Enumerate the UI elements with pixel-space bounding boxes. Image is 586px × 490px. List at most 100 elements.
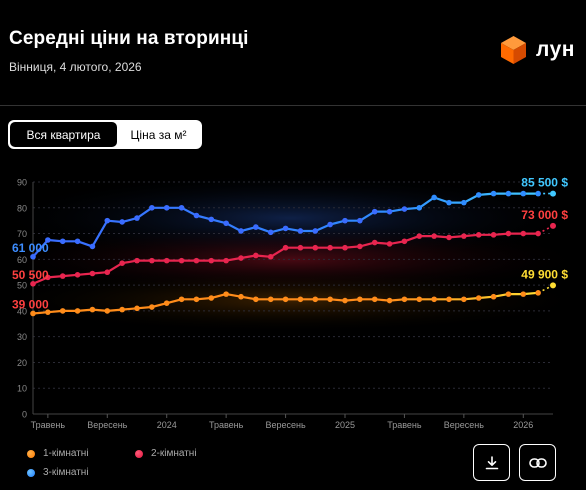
data-point (550, 190, 556, 197)
data-point (446, 296, 452, 303)
data-point (45, 237, 51, 243)
legend-label-1-room: 1-кімнатні (43, 448, 89, 459)
download-button[interactable] (473, 444, 510, 481)
data-point (490, 190, 497, 197)
data-point (119, 306, 125, 313)
data-point (327, 244, 333, 251)
start-value-label-3-room: 61 000 (12, 241, 49, 255)
tab-price-per-sqm[interactable]: Ціна за м² (117, 122, 200, 147)
data-point (30, 310, 36, 317)
logo-cube-icon (501, 36, 526, 64)
tab-whole-apartment[interactable]: Вся квартира (10, 122, 117, 147)
glow-1-room (0, 268, 586, 333)
data-point (520, 190, 527, 197)
data-point (416, 296, 423, 303)
data-point (134, 215, 140, 221)
data-point (386, 297, 393, 304)
y-tick-label: 80 (17, 203, 27, 213)
data-point (312, 228, 319, 234)
y-tick-label: 40 (17, 306, 27, 316)
data-point (282, 296, 289, 303)
data-point (163, 300, 170, 306)
y-tick-label: 10 (17, 384, 27, 394)
data-point (30, 253, 36, 260)
data-point (149, 257, 155, 264)
data-point (535, 290, 541, 296)
legend-item-3-room[interactable]: 3-кімнатні (27, 467, 89, 478)
data-point (550, 222, 556, 229)
data-point (535, 190, 541, 197)
data-point (74, 238, 81, 245)
data-point (45, 274, 51, 281)
data-point (297, 296, 304, 303)
data-point (267, 229, 274, 236)
legend-item-1-room[interactable]: 1-кімнатні (27, 448, 89, 459)
data-point (505, 291, 512, 297)
data-point (297, 244, 304, 251)
data-point (446, 234, 452, 241)
data-point (253, 296, 259, 303)
data-point (490, 293, 497, 300)
data-point (520, 291, 527, 297)
data-point (208, 257, 215, 264)
data-point (134, 257, 140, 264)
data-point (178, 296, 185, 303)
data-point (119, 219, 125, 225)
data-point (416, 233, 423, 239)
x-tick-label: Травень (31, 420, 66, 430)
data-point (238, 293, 244, 300)
logo-text: лун (536, 38, 575, 61)
data-point (431, 233, 437, 239)
data-point (149, 204, 155, 211)
data-point (327, 296, 333, 303)
logo[interactable]: лун (500, 34, 575, 66)
data-point (149, 304, 155, 310)
copy-link-button[interactable] (519, 444, 556, 481)
data-point (178, 204, 185, 211)
data-point (238, 228, 244, 234)
data-point (45, 309, 51, 315)
data-point (475, 232, 482, 238)
data-point (208, 295, 215, 301)
data-point (30, 281, 36, 287)
data-point (89, 306, 96, 313)
data-point (401, 206, 408, 212)
data-point (446, 199, 452, 206)
start-value-label-1-room: 39 000 (12, 297, 49, 311)
data-point (253, 252, 259, 259)
data-point (74, 272, 81, 278)
data-point (104, 269, 111, 276)
data-point (59, 308, 66, 314)
data-point (386, 241, 393, 247)
data-point (550, 282, 556, 289)
link-icon (528, 457, 547, 468)
data-point (371, 296, 378, 303)
view-toggle: Вся квартира Ціна за м² (8, 120, 202, 149)
data-point (342, 217, 348, 224)
page-title: Середні ціни на вторинці (9, 28, 249, 49)
price-line-chart: 0 10 20 30 40 50 60 70 80 90 Травень Вересень 2024 Т… (0, 173, 586, 430)
x-tick-label: 2024 (157, 420, 177, 430)
data-point (535, 230, 541, 237)
data-point (104, 217, 111, 224)
data-point (267, 296, 274, 303)
data-point (253, 224, 259, 230)
x-tick-label: Травень (209, 420, 244, 430)
data-point (431, 296, 437, 303)
data-point (297, 228, 304, 234)
end-value-label-2-room: 73 000 $ (521, 208, 568, 222)
end-value-label-3-room: 85 500 $ (521, 176, 568, 190)
data-point (357, 296, 363, 303)
data-point (505, 190, 512, 197)
data-point (461, 233, 467, 239)
data-point (401, 296, 408, 303)
data-point (461, 296, 467, 303)
data-point (386, 208, 393, 215)
data-point (312, 244, 319, 251)
data-point (193, 296, 200, 303)
x-tick-label: 2025 (335, 420, 355, 430)
start-value-label-2-room: 50 500 (12, 268, 49, 282)
end-value-label-1-room: 49 900 $ (521, 267, 568, 281)
data-point (475, 295, 482, 301)
legend-item-2-room[interactable]: 2-кімнатні (135, 448, 197, 459)
